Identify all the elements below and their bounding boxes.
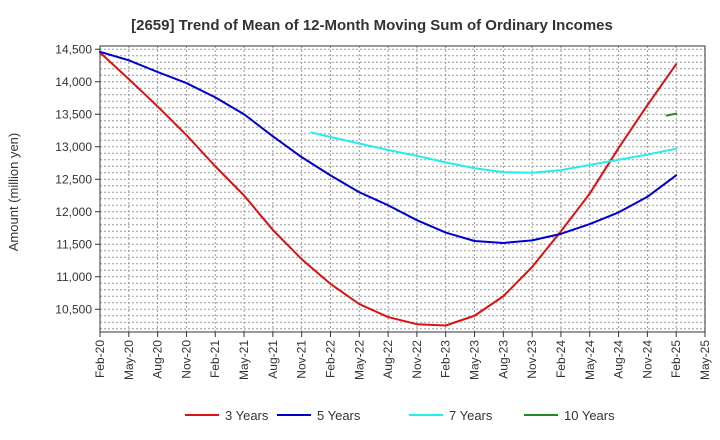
x-tick-label: Aug-24: [612, 340, 626, 379]
y-axis-ticks: 10,500 11,000 11,500 12,000 12,500 13,000 13,5…: [55, 42, 100, 316]
x-tick-label: Aug-23: [496, 340, 510, 379]
x-tick-label: Nov-21: [295, 340, 309, 379]
grid: [100, 46, 705, 332]
y-tick-label: 12,000: [55, 205, 92, 219]
y-tick-label: 10,500: [55, 302, 92, 316]
x-tick-label: May-24: [583, 340, 597, 380]
series-line-1: [99, 51, 678, 327]
x-tick-label: May-25: [698, 340, 712, 380]
series-layer: [99, 50, 678, 327]
legend-label-4: 10 Years: [564, 408, 615, 423]
y-tick-label: 14,500: [55, 42, 92, 56]
x-tick-label: Feb-21: [208, 340, 222, 378]
x-tick-label: May-20: [122, 340, 136, 380]
y-axis-label: Amount (million yen): [6, 133, 21, 252]
legend: 3 Years 5 Years 7 Years 10 Years: [185, 408, 615, 423]
x-tick-label: Nov-23: [525, 340, 539, 379]
plot-border: [99, 45, 706, 333]
chart-title: [2659] Trend of Mean of 12-Month Moving …: [131, 17, 613, 34]
x-tick-label: Feb-22: [323, 340, 337, 378]
x-axis-ticks: Feb-20 May-20 Aug-20 Nov-20 Feb-21 May-21 Aug-…: [93, 332, 712, 380]
y-tick-label: 12,500: [55, 172, 92, 186]
x-tick-label: May-22: [352, 340, 366, 380]
y-tick-label: 11,000: [56, 270, 92, 284]
x-tick-label: Feb-20: [93, 340, 107, 378]
x-tick-label: Feb-23: [439, 340, 453, 378]
x-tick-label: Nov-24: [640, 340, 654, 379]
x-tick-label: Feb-24: [554, 340, 568, 378]
x-tick-label: Aug-22: [381, 340, 395, 379]
y-tick-label: 13,500: [55, 107, 92, 121]
x-tick-label: Aug-21: [266, 340, 280, 379]
series-line-3: [310, 131, 678, 174]
legend-label-3: 7 Years: [449, 408, 493, 423]
x-tick-label: Aug-20: [151, 340, 165, 379]
legend-label-2: 5 Years: [317, 408, 361, 423]
y-tick-label: 13,000: [55, 140, 92, 154]
series-line-4: [665, 112, 678, 117]
y-tick-label: 14,000: [55, 75, 92, 89]
series-line-2: [99, 50, 678, 244]
x-tick-label: Nov-22: [410, 340, 424, 379]
x-tick-label: May-23: [468, 340, 482, 380]
x-tick-label: May-21: [237, 340, 251, 380]
legend-label-1: 3 Years: [225, 408, 269, 423]
x-tick-label: Nov-20: [179, 340, 193, 379]
x-tick-label: Feb-25: [669, 340, 683, 378]
y-tick-label: 11,500: [56, 237, 92, 251]
